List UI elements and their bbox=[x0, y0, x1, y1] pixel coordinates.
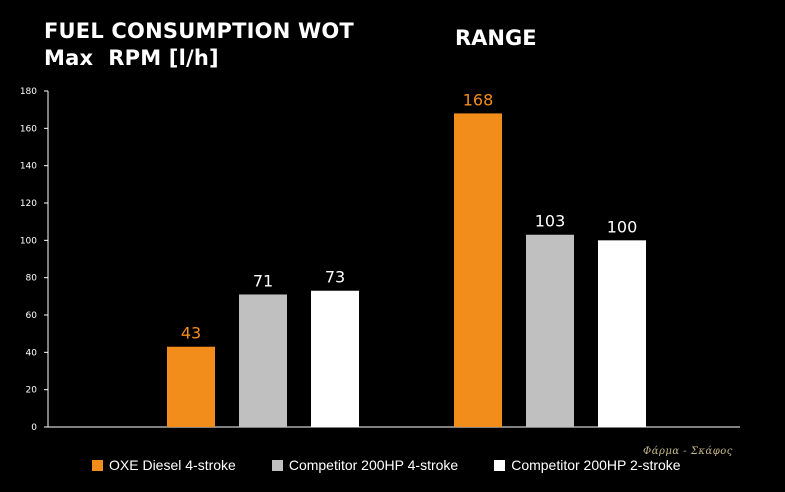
data-label: 43 bbox=[181, 324, 201, 343]
title-line-2: Max RPM [l/h] bbox=[44, 46, 219, 70]
data-label: 103 bbox=[535, 212, 566, 231]
watermark-signature: Φάρμα - Σκάφος bbox=[643, 446, 733, 457]
title-line-1: FUEL CONSUMPTION WOT bbox=[44, 19, 354, 43]
y-tick-label: 100 bbox=[20, 236, 37, 246]
legend-item-competitor-4-stroke: Competitor 200HP 4-stroke bbox=[271, 457, 459, 473]
bar-group2-series1 bbox=[454, 113, 502, 428]
bar-group1-series3 bbox=[311, 290, 359, 427]
data-label: 71 bbox=[253, 271, 273, 290]
y-tick-label: 60 bbox=[26, 311, 38, 321]
fuel-consumption-title: FUEL CONSUMPTION WOT Max RPM [l/h] bbox=[44, 18, 354, 72]
y-tick-label: 20 bbox=[26, 386, 38, 396]
y-tick-label: 40 bbox=[26, 348, 38, 358]
bar-group2-series3 bbox=[598, 240, 646, 427]
legend: OXE Diesel 4-stroke Competitor 200HP 4-s… bbox=[92, 457, 681, 473]
legend-swatch-competitor-4-stroke bbox=[271, 459, 283, 471]
data-label: 168 bbox=[463, 90, 494, 109]
data-label: 100 bbox=[607, 217, 638, 236]
data-label: 73 bbox=[325, 268, 345, 287]
legend-label-competitor-4-stroke: Competitor 200HP 4-stroke bbox=[288, 457, 459, 473]
y-tick-label: 80 bbox=[26, 274, 38, 284]
legend-label-competitor-2-stroke: Competitor 200HP 2-stroke bbox=[511, 457, 681, 473]
y-tick-label: 160 bbox=[20, 124, 37, 134]
legend-swatch-oxe-diesel bbox=[92, 459, 103, 471]
legend-item-oxe-diesel: OXE Diesel 4-stroke bbox=[92, 457, 236, 473]
y-tick-label: 0 bbox=[31, 423, 37, 433]
legend-label-oxe-diesel: OXE Diesel 4-stroke bbox=[109, 457, 236, 473]
y-tick-label: 120 bbox=[20, 199, 37, 209]
y-tick-label: 140 bbox=[20, 162, 37, 172]
bar-group1-series1 bbox=[167, 346, 215, 427]
legend-item-competitor-2-stroke: Competitor 200HP 2-stroke bbox=[494, 457, 681, 473]
y-tick-label: 180 bbox=[20, 87, 37, 97]
bar-group1-series2 bbox=[239, 294, 287, 427]
legend-swatch-competitor-2-stroke bbox=[494, 459, 506, 471]
range-title: RANGE bbox=[455, 26, 537, 50]
bar-group2-series2 bbox=[526, 234, 574, 427]
